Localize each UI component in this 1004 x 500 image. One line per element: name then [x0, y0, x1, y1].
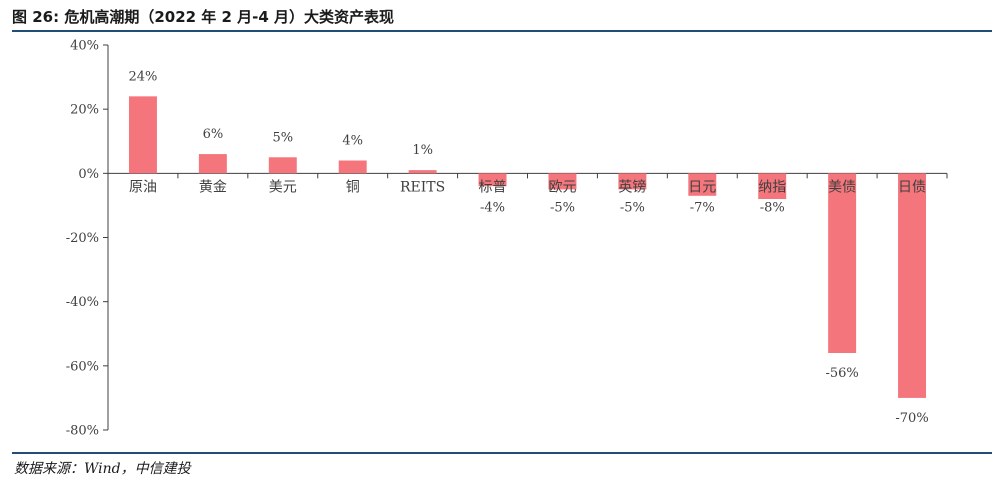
category-label: 日元 [688, 179, 716, 195]
data-label: -7% [690, 200, 715, 215]
source-note: 数据来源：Wind，中信建投 [14, 461, 191, 477]
category-label: 美元 [269, 179, 297, 195]
data-label: -5% [550, 200, 575, 215]
category-label: 原油 [129, 179, 157, 195]
y-tick-label: 20% [70, 103, 99, 118]
title-bar: 图 26: 危机高潮期（2022 年 2 月-4 月）大类资产表现 [12, 4, 992, 32]
category-label: 英镑 [618, 178, 646, 195]
data-label: 24% [129, 69, 158, 84]
y-tick-label: -80% [66, 424, 99, 439]
category-label: 纳指 [758, 179, 786, 195]
category-label: 黄金 [199, 178, 227, 195]
data-label: 4% [342, 134, 363, 149]
category-label: 美债 [828, 179, 856, 195]
bar-8 [688, 173, 717, 196]
category-label: 铜 [346, 179, 360, 195]
category-label: 欧元 [548, 179, 576, 195]
bar-10 [828, 173, 857, 353]
bar-3 [338, 160, 367, 174]
y-tick-label: 0% [78, 167, 99, 182]
bar-6 [548, 173, 577, 190]
y-tick-label: 40% [70, 39, 99, 54]
source-rule [12, 452, 992, 454]
bar-5 [478, 173, 507, 187]
data-label: -4% [480, 200, 505, 215]
chart-area: 40% 20% 0% -20% -40% -60% -80% 原油 24% 黄金 6% 美元 5% 铜 4%… [12, 36, 992, 448]
y-tick-label: -60% [66, 359, 99, 374]
bar-7 [618, 173, 647, 190]
chart-title: 图 26: 危机高潮期（2022 年 2 月-4 月）大类资产表现 [12, 8, 395, 26]
y-tick-label: -20% [66, 231, 99, 246]
bar-9 [758, 173, 787, 199]
data-label: 6% [203, 127, 224, 142]
bar-chart: 40% 20% 0% -20% -40% -60% -80% 原油 24% 黄金 6% 美元 5% 铜 4%… [66, 39, 948, 439]
data-label: -70% [895, 411, 928, 426]
category-label: REITS [400, 179, 445, 195]
data-label: 1% [412, 143, 433, 158]
bar-2 [268, 157, 297, 174]
bar-4 [408, 170, 437, 174]
bar-1 [198, 154, 227, 174]
data-label: 5% [272, 130, 293, 145]
category-label: 日债 [898, 179, 926, 195]
bar-0 [128, 96, 157, 174]
data-label: -8% [760, 200, 785, 215]
bar-11 [898, 173, 927, 398]
data-label: -56% [825, 366, 858, 381]
category-label: 标普 [479, 179, 507, 195]
y-tick-label: -40% [66, 295, 99, 310]
data-label: -5% [620, 200, 645, 215]
